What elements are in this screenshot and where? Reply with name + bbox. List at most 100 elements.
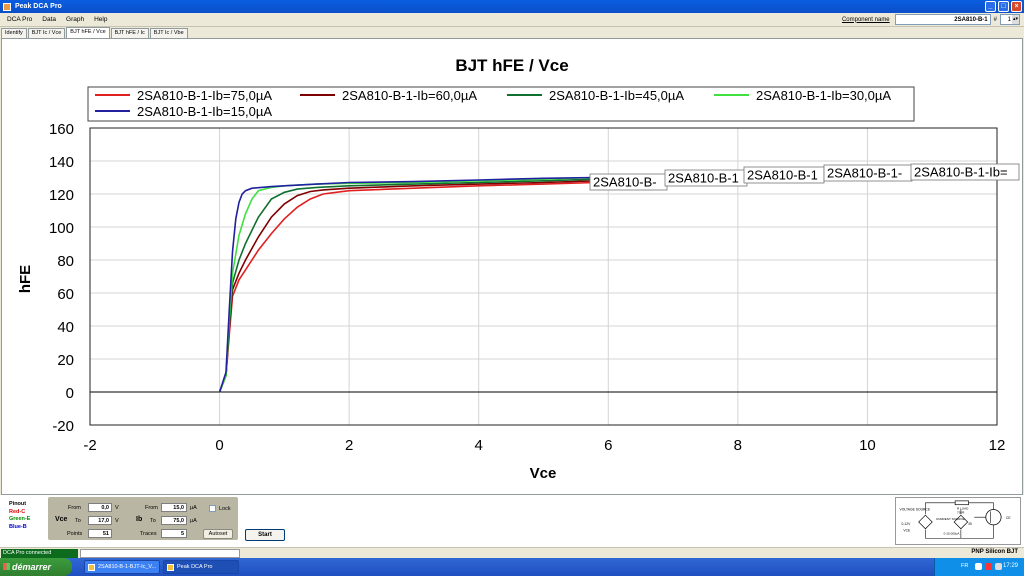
schematic-cs-range: 0-15,000µA	[944, 531, 961, 535]
chart-series	[218, 176, 596, 393]
series-line-5	[218, 176, 596, 393]
vce-from-unit: V	[115, 505, 119, 511]
traces-input[interactable]: 5	[161, 529, 187, 538]
pinout-info: Pinout Red-C Green-E Blue-B	[9, 501, 30, 531]
autoset-button[interactable]: Autoset	[203, 529, 233, 539]
chart-panel: BJT hFE / Vce 2SA810-B-1-Ib=75,0µA 2SA810…	[1, 38, 1023, 495]
vce-label: Vce	[55, 516, 68, 523]
ib-to-unit: µA	[190, 518, 197, 524]
taskbar-item-image[interactable]: 2SA810-B-1-BJT-Ic_V...	[84, 560, 160, 574]
taskbar: démarrer 2SA810-B-1-BJT-Ic_V... Peak DCA…	[0, 558, 1024, 576]
circuit-wires	[925, 502, 994, 539]
schematic-vs-range: 0-12V	[901, 522, 911, 526]
y-tick-label: 60	[57, 286, 74, 303]
load-resistor-symbol	[954, 500, 969, 506]
security-icon[interactable]	[985, 563, 992, 570]
x-tick-label: 12	[989, 437, 1006, 454]
component-name-field[interactable]: 2SA810-B-1	[894, 14, 991, 25]
ib-to-input[interactable]: 75,0	[161, 516, 187, 525]
ib-to-label: To	[150, 518, 156, 524]
vce-to-label: To	[75, 518, 81, 524]
connection-status: DCA Pro connected	[1, 549, 78, 558]
menu-dca-pro[interactable]: DCA Pro	[7, 16, 33, 23]
y-tick-label: 160	[49, 121, 74, 138]
test-circuit-schematic: VOLTAGE SOURCE 0-12V VCE R LOAD 750R CUR…	[895, 497, 1021, 545]
language-indicator[interactable]: FR	[961, 563, 969, 569]
x-tick-label: 8	[734, 437, 742, 454]
folder-icon	[88, 564, 95, 571]
maximize-button[interactable]: □	[998, 1, 1009, 12]
ib-from-input[interactable]: 15,0	[161, 503, 187, 512]
vce-to-input[interactable]: 17,0	[88, 516, 112, 525]
x-tick-label: 10	[859, 437, 876, 454]
pinout-red: Red-C	[9, 508, 26, 515]
end-label-box	[910, 163, 1020, 181]
tab-bjt-hfe-vce[interactable]: BJT hFE / Vce	[66, 27, 110, 38]
volume-icon[interactable]	[995, 563, 1002, 570]
tab-bjt-ic-vce[interactable]: BJT Ic / Vce	[27, 28, 66, 38]
tab-bjt-ic-vbe[interactable]: BJT Ic / Vbe	[149, 28, 188, 38]
component-hash-label: #	[993, 16, 997, 23]
ib-from-label: From	[145, 505, 158, 511]
vce-from-input[interactable]: 0,0	[88, 503, 112, 512]
network-icon[interactable]	[975, 563, 982, 570]
device-type-label: PNP Silicon BJT	[971, 549, 1018, 555]
y-tick-label: 0	[66, 385, 74, 402]
y-tick-label: 100	[49, 220, 74, 237]
schematic-voltage-source: VOLTAGE SOURCE	[900, 507, 931, 511]
hfe-vce-chart: BJT hFE / Vce 2SA810-B-1-Ib=75,0µA 2SA810…	[17, 56, 1020, 482]
bottom-panel: Pinout Red-C Green-E Blue-B From 0,0 V F…	[0, 495, 1024, 547]
spinner-arrows-icon[interactable]: ▴▾	[1012, 15, 1019, 24]
windows-flag-icon	[3, 563, 10, 570]
chart-title: BJT hFE / Vce	[455, 56, 568, 75]
component-number-stepper[interactable]: 1 ▴▾	[1000, 14, 1020, 25]
ib-from-unit: µA	[190, 505, 197, 511]
start-menu-button[interactable]: démarrer	[0, 558, 72, 576]
tab-identify[interactable]: Identify	[1, 28, 27, 38]
tab-bjt-hfe-ic[interactable]: BJT hFE / Ic	[110, 28, 149, 38]
tab-strip: Identify BJT Ic / Vce BJT hFE / Vce BJT …	[0, 27, 1024, 38]
menu-graph[interactable]: Graph	[66, 16, 85, 23]
x-tick-label: 6	[604, 437, 612, 454]
clock: 17:29	[1002, 563, 1018, 569]
ib-label: Ib	[136, 516, 143, 523]
legend-entry: 2SA810-B-1-Ib=60,0µA	[342, 88, 477, 103]
menu-help[interactable]: Help	[94, 16, 108, 23]
menu-data[interactable]: Data	[42, 16, 57, 23]
end-label: 2SA810-B-1-	[827, 166, 902, 181]
x-axis-ticks: -2 0 2 4 6 8 10 12	[83, 437, 1005, 454]
points-input[interactable]: 51	[88, 529, 112, 538]
chart-legend-box	[87, 86, 915, 122]
taskbar-item-dca[interactable]: Peak DCA Pro	[163, 560, 239, 574]
vce-to-unit: V	[115, 518, 119, 524]
lock-checkbox[interactable]	[209, 505, 216, 512]
schematic-ib-node: IB	[969, 522, 973, 526]
system-tray: FR 17:29	[934, 558, 1024, 576]
y-tick-label: 120	[49, 187, 74, 204]
schematic-vce-node: VCE	[903, 529, 911, 533]
sweep-controls: From 0,0 V From 15,0 µA Lock Vce To 17,0…	[48, 497, 238, 540]
pinout-title: Pinout	[9, 501, 27, 507]
component-selector: Component name 2SA810-B-1 # 1 ▴▾	[842, 14, 1020, 25]
menu-bar: DCA Pro Data Graph Help Component name 2…	[0, 13, 1024, 27]
x-tick-label: 2	[345, 437, 353, 454]
end-label: 2SA810-B-	[593, 175, 657, 190]
title-bar: Peak DCA Pro _ □ ×	[0, 0, 1024, 13]
y-axis-ticks: -20 0 20 40 60 80 100 120 140 160	[49, 121, 74, 435]
minimize-button[interactable]: _	[985, 1, 996, 12]
taskbar-item-label: Peak DCA Pro	[177, 564, 213, 570]
end-label: 2SA810-B-1	[747, 168, 818, 183]
legend-entry: 2SA810-B-1-Ib=30,0µA	[756, 88, 891, 103]
close-button[interactable]: ×	[1011, 1, 1022, 12]
plot-area-frame	[89, 127, 998, 426]
component-number: 1	[1007, 17, 1011, 23]
pinout-blue: Blue-B	[9, 523, 27, 530]
app-icon	[3, 2, 11, 11]
x-tick-label: -2	[83, 437, 96, 454]
voltage-source-symbol	[918, 514, 933, 530]
schematic-ce-node: CE	[1006, 516, 1011, 520]
start-button[interactable]: Start	[245, 529, 285, 541]
current-source-symbol	[953, 514, 969, 530]
legend-entry: 2SA810-B-1-Ib=15,0µA	[137, 104, 272, 119]
series-line-2	[218, 180, 596, 393]
